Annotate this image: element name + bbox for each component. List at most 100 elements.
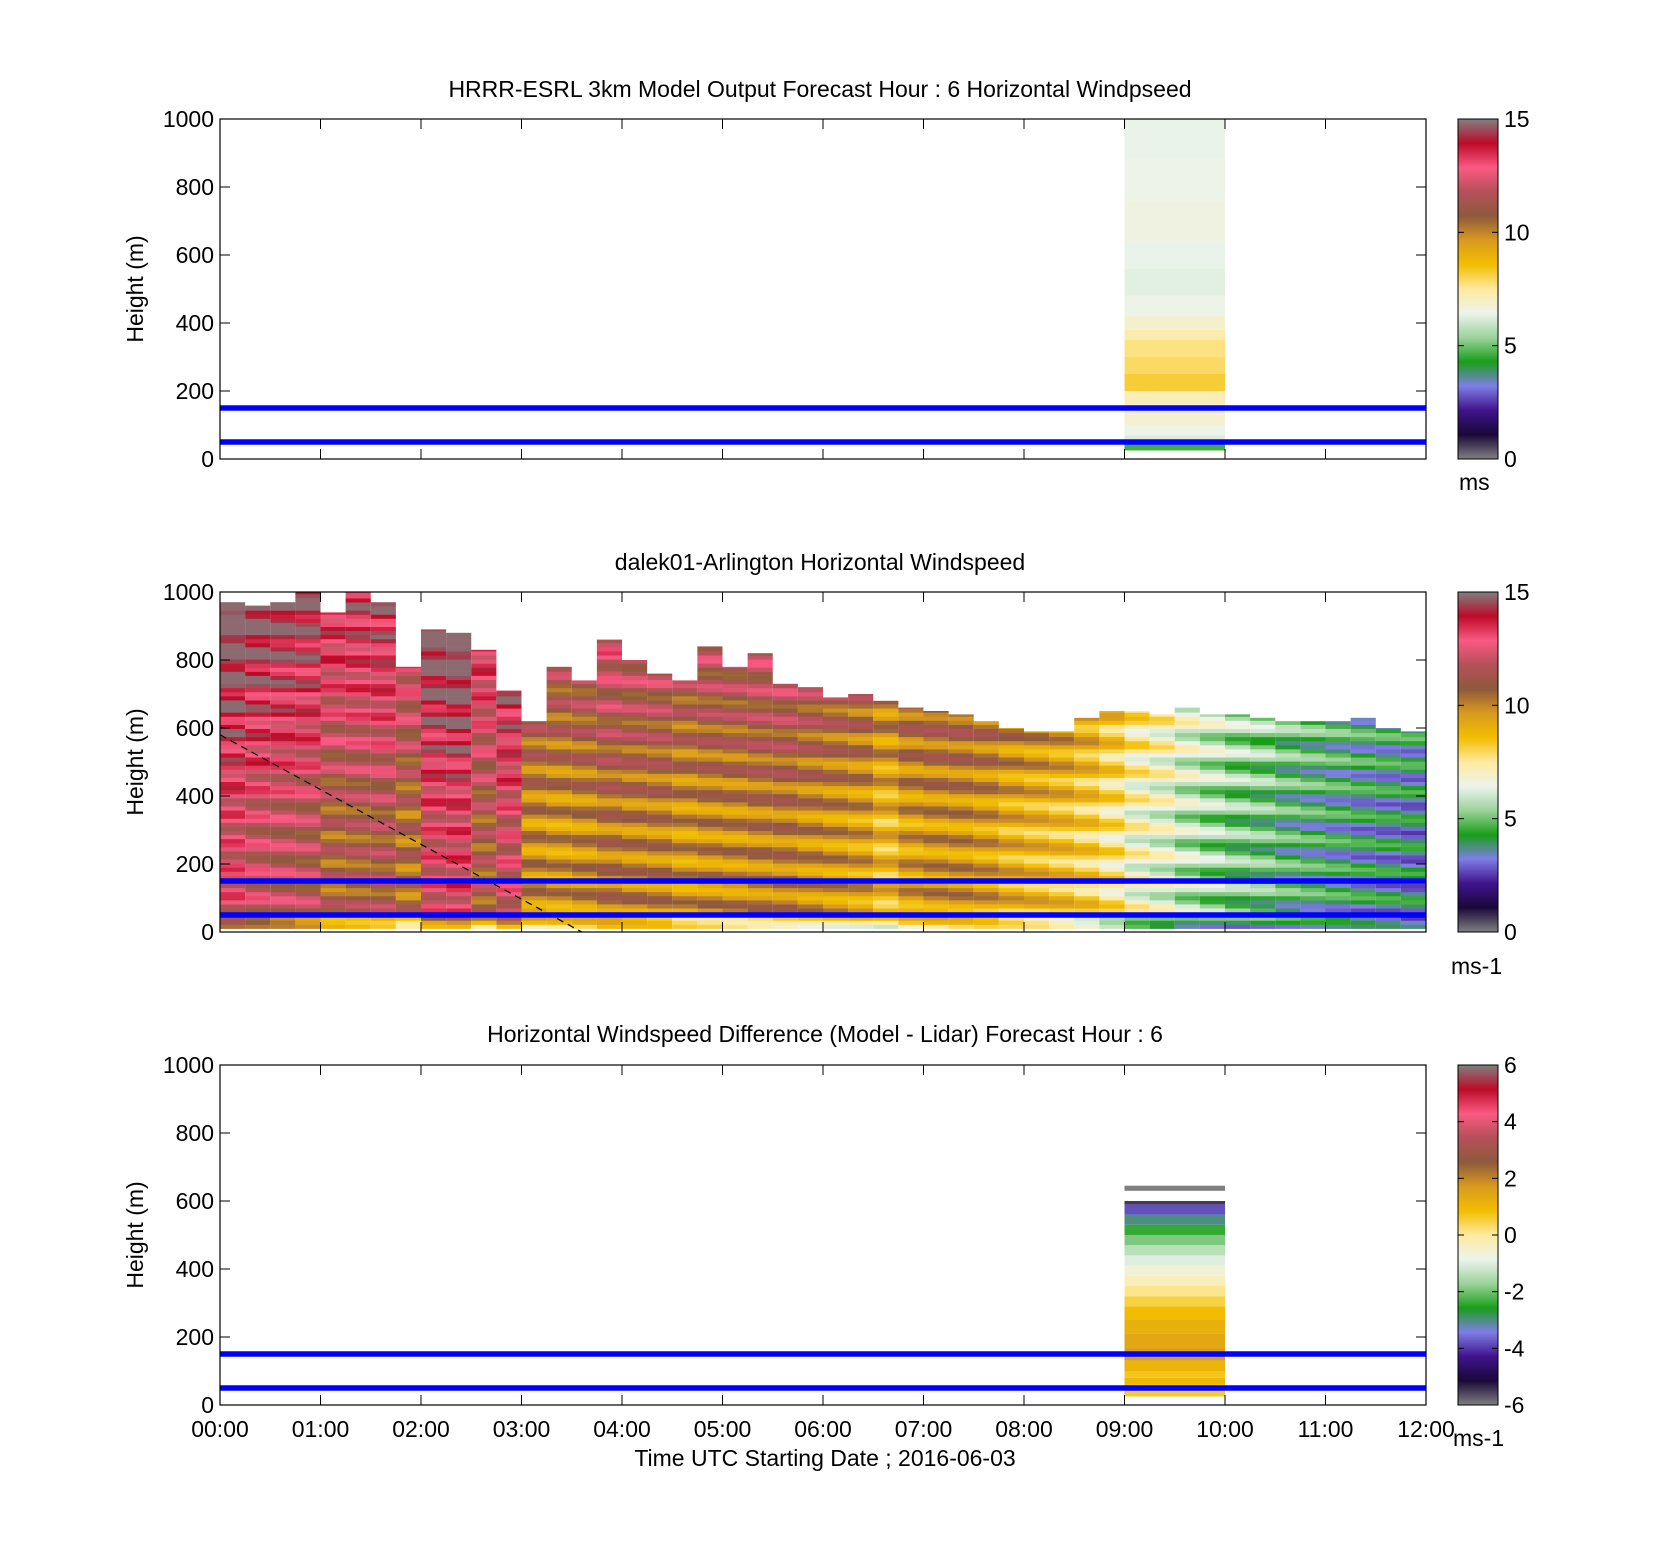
heatmap-cell: [1350, 838, 1376, 844]
heatmap-cell: [747, 683, 773, 689]
heatmap-cell: [898, 777, 924, 783]
heatmap-cell: [1250, 773, 1276, 778]
heatmap-cell: [1325, 814, 1351, 819]
heatmap-cell: [546, 708, 572, 713]
heatmap-cell: [1400, 802, 1426, 807]
heatmap-cell: [772, 847, 798, 852]
heatmap-cell: [446, 826, 472, 831]
heatmap-cell: [370, 663, 396, 668]
heatmap-cell: [998, 798, 1024, 803]
heatmap-cell: [948, 847, 974, 852]
heatmap-cell: [220, 700, 246, 705]
heatmap-cell: [571, 814, 597, 819]
heatmap-cell: [571, 904, 597, 909]
heatmap-cell: [873, 761, 899, 766]
heatmap-cell: [295, 891, 321, 897]
heatmap-cell: [622, 781, 648, 787]
heatmap-cell: [722, 761, 748, 766]
heatmap-cell: [923, 757, 949, 762]
heatmap-cell: [345, 777, 371, 783]
heatmap-cell: [421, 810, 447, 815]
heatmap-cell: [1199, 769, 1225, 774]
heatmap-cell: [521, 761, 547, 766]
heatmap-cell: [1300, 818, 1326, 823]
heatmap-cell: [421, 777, 447, 783]
heatmap-cell: [1300, 920, 1326, 925]
heatmap-cell: [370, 712, 396, 717]
heatmap-cell: [1174, 900, 1200, 905]
heatmap-cell: [1225, 728, 1251, 734]
heatmap-cell: [1225, 871, 1251, 876]
heatmap-cell: [747, 691, 773, 697]
heatmap-cell: [797, 851, 823, 856]
heatmap-cell: [1325, 904, 1351, 909]
heatmap-cell: [1375, 769, 1401, 774]
heatmap-cell: [446, 818, 472, 823]
heatmap-cell: [898, 924, 924, 929]
heatmap-cell: [395, 855, 421, 860]
heatmap-cell: [923, 875, 949, 880]
heatmap-cell: [446, 777, 472, 783]
heatmap-cell: [546, 769, 572, 774]
heatmap-cell: [496, 900, 522, 905]
heatmap-cell: [245, 810, 271, 815]
heatmap-cell: [446, 769, 472, 774]
heatmap-cell: [998, 908, 1024, 913]
heatmap-cell: [722, 814, 748, 819]
heatmap-cell: [823, 700, 849, 705]
y-tick-label: 0: [201, 919, 214, 945]
heatmap-cell: [446, 867, 472, 872]
heatmap-cell: [1375, 883, 1401, 889]
heatmap-cell: [1074, 920, 1100, 925]
heatmap-cell: [320, 753, 346, 758]
heatmap-cell: [1199, 875, 1225, 880]
heatmap-cell: [471, 920, 497, 925]
heatmap-cell: [1049, 924, 1075, 929]
heatmap-cell: [1275, 745, 1301, 750]
heatmap-cell: [1049, 871, 1075, 876]
heatmap-cell: [672, 745, 698, 750]
heatmap-cell: [345, 834, 371, 840]
heatmap-cell: [295, 671, 321, 676]
heatmap-cell: [923, 814, 949, 819]
heatmap-cell: [647, 810, 673, 815]
heatmap-cell: [647, 924, 673, 929]
heatmap-cell: [848, 712, 874, 717]
heatmap-cell: [1250, 785, 1276, 791]
heatmap-cell: [370, 855, 396, 860]
heatmap-cell: [1275, 851, 1301, 856]
heatmap-cell: [421, 704, 447, 709]
heatmap-cell: [571, 765, 597, 770]
heatmap-cell: [370, 643, 396, 648]
x-tick-label: 07:00: [895, 1416, 953, 1442]
heatmap-cell: [446, 667, 472, 672]
heatmap-cell: [270, 916, 296, 921]
heatmap-cell: [421, 651, 447, 656]
heatmap-cell: [1124, 830, 1150, 836]
heatmap-cell: [1174, 887, 1200, 893]
heatmap-cell: [848, 887, 874, 893]
heatmap-cell: [1074, 842, 1100, 848]
heatmap-cell: [571, 847, 597, 852]
heatmap-cell: [647, 916, 673, 921]
heatmap-cell: [948, 834, 974, 840]
heatmap-cell: [446, 834, 472, 840]
heatmap-cell: [797, 708, 823, 713]
heatmap-cell: [370, 622, 396, 627]
heatmap-cell: [1225, 765, 1251, 770]
heatmap-cell: [471, 887, 497, 893]
heatmap-cell: [471, 842, 497, 848]
heatmap-cell: [446, 765, 472, 770]
heatmap-cell: [1199, 749, 1225, 754]
heatmap-cell: [421, 761, 447, 766]
y-tick-label: 400: [176, 783, 214, 809]
heatmap-cell: [873, 904, 899, 909]
heatmap-cell: [596, 777, 622, 783]
heatmap-cell: [295, 667, 321, 672]
heatmap-cell: [596, 871, 622, 876]
heatmap-cell: [1350, 765, 1376, 770]
heatmap-cell: [622, 798, 648, 803]
heatmap-cell: [1375, 781, 1401, 787]
heatmap-cell: [873, 789, 899, 795]
heatmap-cell: [722, 773, 748, 778]
